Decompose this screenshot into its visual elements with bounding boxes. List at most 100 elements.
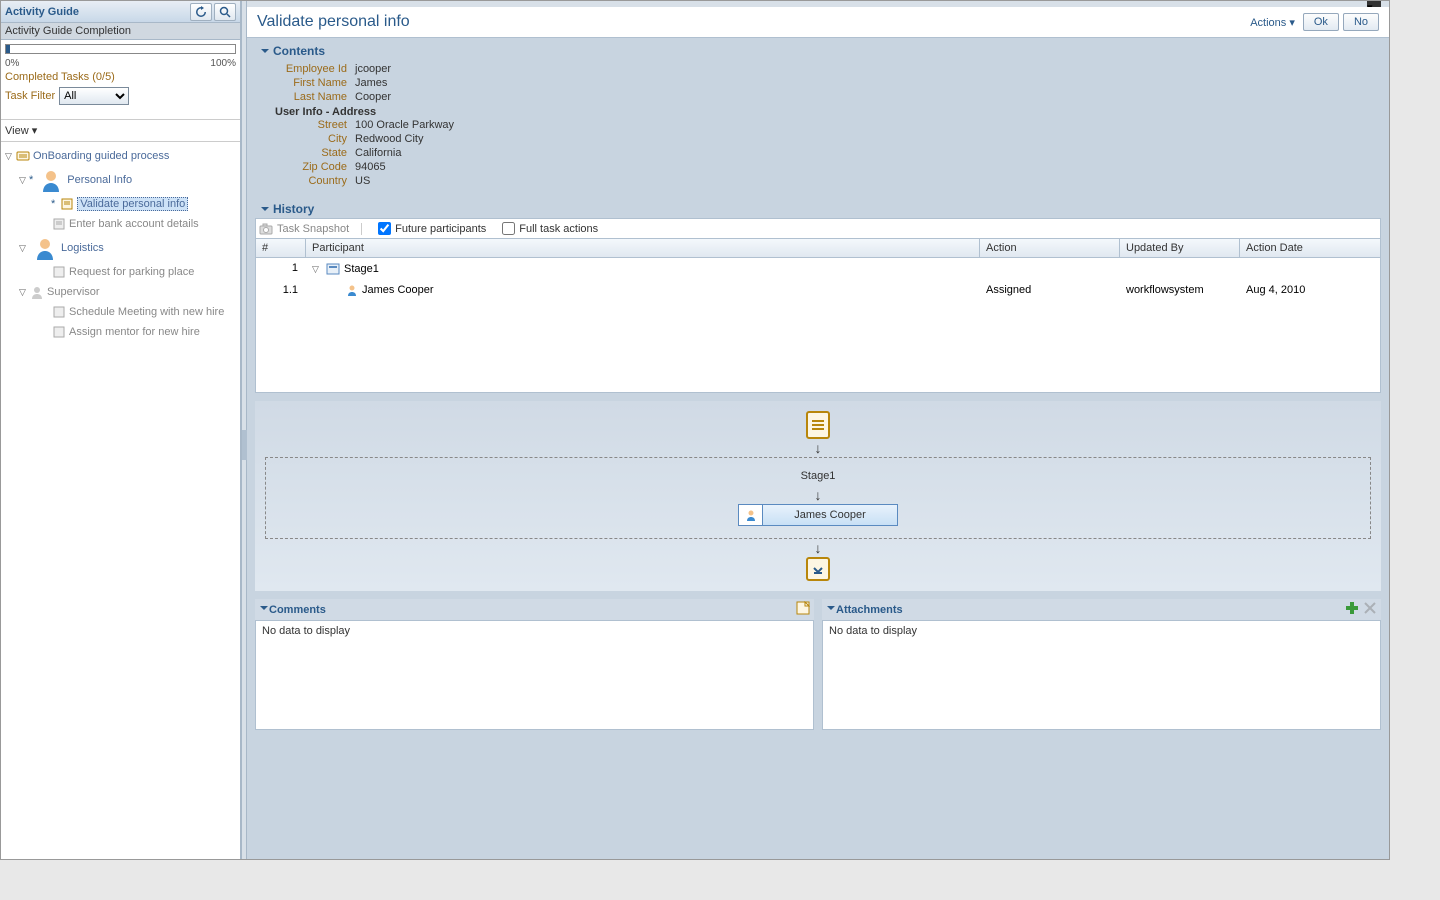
country-value: US (355, 175, 370, 187)
app-root: Activity Guide Activity Guide Completion… (0, 0, 1390, 860)
col-participant: Participant (306, 239, 980, 257)
person-icon (346, 284, 358, 296)
add-attachment-button[interactable] (1345, 601, 1359, 618)
country-label: Country (275, 175, 355, 187)
stage-icon (326, 262, 340, 276)
arrow-down-icon: ↓ (815, 541, 822, 555)
tree-group-label: Personal Info (67, 174, 132, 186)
row-participant: ▽ Stage1 (306, 260, 980, 278)
full-task-actions-checkbox[interactable]: Full task actions (502, 222, 598, 235)
address-header: User Info - Address (275, 106, 1373, 118)
full-task-actions-input[interactable] (502, 222, 515, 235)
tree-group-personal-info[interactable]: ▽ * Personal Info (5, 166, 236, 194)
col-action-date: Action Date (1240, 239, 1380, 257)
add-comment-button[interactable] (796, 601, 810, 618)
disclose-icon[interactable] (259, 203, 271, 215)
task-filter-row: Task Filter All (1, 85, 240, 107)
ok-button[interactable]: Ok (1303, 13, 1339, 31)
disclose-icon[interactable] (826, 603, 836, 616)
progress-labels: 0% 100% (1, 58, 240, 69)
person-icon (33, 236, 57, 260)
progress-bar (5, 44, 236, 54)
search-icon (219, 6, 231, 18)
last-name-value: Cooper (355, 91, 391, 103)
page-title: Validate personal info (257, 13, 410, 31)
tree-item-request-parking[interactable]: Request for parking place (5, 262, 236, 282)
history-header: History (255, 200, 1389, 218)
future-participants-input[interactable] (378, 222, 391, 235)
task-snapshot-button[interactable]: Task Snapshot (259, 223, 362, 235)
chevron-down-icon[interactable]: ▽ (19, 243, 29, 254)
completed-tasks-label: Completed Tasks (0/5) (1, 69, 240, 85)
history-table-header: # Participant Action Updated By Action D… (256, 239, 1380, 258)
tree-group-supervisor[interactable]: ▽ Supervisor (5, 282, 236, 302)
delete-attachment-button[interactable] (1363, 601, 1377, 618)
participant-node[interactable]: James Cooper (738, 504, 898, 526)
stage-label: Stage1 (801, 470, 836, 482)
last-name-label: Last Name (275, 91, 355, 103)
task-filter-label: Task Filter (5, 90, 55, 102)
refresh-button[interactable] (190, 3, 212, 21)
progress-fill (6, 45, 10, 53)
refresh-icon (195, 6, 207, 18)
history-section: Task Snapshot Future participants Full t… (255, 218, 1381, 393)
actions-menu-button[interactable]: Actions ▾ (1246, 14, 1299, 31)
process-icon (15, 148, 31, 164)
tree-item-label: Assign mentor for new hire (69, 326, 200, 338)
row-num: 1 (256, 260, 306, 278)
view-menu-button[interactable]: View ▾ (5, 125, 37, 137)
no-button[interactable]: No (1343, 13, 1379, 31)
row-participant: James Cooper (306, 282, 980, 298)
tree-group-logistics[interactable]: ▽ Logistics (5, 234, 236, 262)
tree-item-schedule-meeting[interactable]: Schedule Meeting with new hire (5, 302, 236, 322)
tree-root-label: OnBoarding guided process (33, 150, 169, 162)
tree-group-label: Supervisor (47, 286, 100, 298)
chevron-down-icon[interactable]: ▽ (5, 151, 15, 162)
attachments-body: No data to display (822, 620, 1381, 730)
person-icon (739, 505, 763, 525)
search-button[interactable] (214, 3, 236, 21)
disclose-icon[interactable] (259, 45, 271, 57)
task-icon (51, 216, 67, 232)
chevron-down-icon[interactable]: ▽ (19, 287, 29, 298)
zip-value: 94065 (355, 161, 386, 173)
row-updated-by: workflowsystem (1120, 282, 1240, 298)
tree-root[interactable]: ▽ OnBoarding guided process (5, 146, 236, 166)
contents-body: Employee Idjcooper First NameJames Last … (255, 60, 1381, 196)
first-name-label: First Name (275, 77, 355, 89)
workflow-diagram: ↓ Stage1 ↓ James Cooper ↓ (255, 401, 1381, 591)
tree-item-enter-bank-details[interactable]: Enter bank account details (5, 214, 236, 234)
full-task-actions-label: Full task actions (519, 223, 598, 235)
first-name-value: James (355, 77, 387, 89)
chevron-down-icon[interactable]: ▽ (19, 175, 29, 186)
stage-container: Stage1 ↓ James Cooper (265, 457, 1371, 539)
city-value: Redwood City (355, 133, 423, 145)
row-num: 1.1 (256, 282, 306, 298)
history-table-body: 1 ▽ Stage1 1.1 James Cooper (256, 258, 1380, 392)
comments-body: No data to display (255, 620, 814, 730)
comments-header: Comments (255, 599, 814, 620)
chevron-down-icon[interactable]: ▽ (312, 264, 322, 275)
progress-max: 100% (210, 58, 236, 69)
clipboard-icon (806, 411, 830, 439)
bottom-panels: Comments No data to display Attachments (255, 599, 1381, 730)
person-icon (39, 168, 63, 192)
contents-header: Contents (255, 42, 1381, 60)
table-row[interactable]: 1.1 James Cooper Assigned workflowsystem… (256, 280, 1380, 300)
col-updated-by: Updated By (1120, 239, 1240, 257)
task-filter-select[interactable]: All (59, 87, 129, 105)
disclose-icon[interactable] (259, 603, 269, 616)
participant-name: James Cooper (362, 284, 434, 296)
note-icon (796, 601, 810, 615)
task-icon (51, 264, 67, 280)
table-row[interactable]: 1 ▽ Stage1 (256, 258, 1380, 280)
tree-item-validate-personal-info[interactable]: * Validate personal info (5, 194, 236, 214)
future-participants-checkbox[interactable]: Future participants (378, 222, 486, 235)
history-header-label: History (273, 202, 314, 216)
main-content: ▾ Validate personal info Actions ▾ Ok No… (247, 1, 1389, 859)
view-row: View ▾ (1, 119, 240, 142)
sidebar-toolbar (190, 3, 236, 21)
tree-item-assign-mentor[interactable]: Assign mentor for new hire (5, 322, 236, 342)
arrow-down-icon: ↓ (815, 488, 822, 502)
attachments-header: Attachments (822, 599, 1381, 620)
